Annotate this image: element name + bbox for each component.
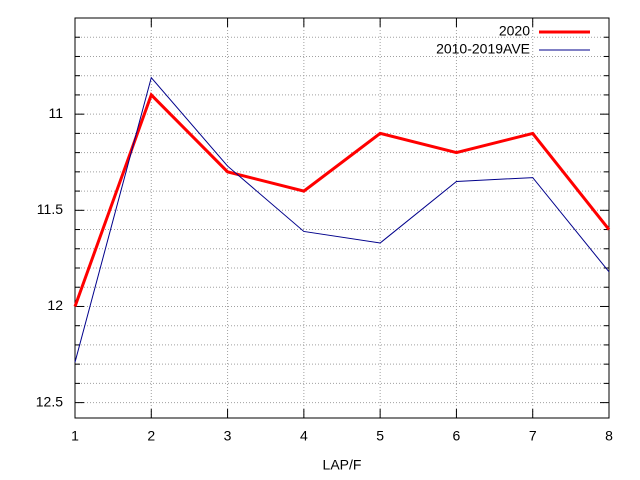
x-tick-label: 2 — [147, 428, 155, 444]
x-tick-label: 4 — [300, 428, 308, 444]
legend-label: 2020 — [499, 23, 530, 39]
y-tick-label: 11.5 — [37, 201, 63, 217]
x-tick-label: 1 — [71, 428, 79, 444]
x-tick-label: 7 — [529, 428, 537, 444]
x-tick-label: 5 — [376, 428, 384, 444]
series-line — [74, 76, 610, 363]
y-tick-label: 12 — [47, 297, 63, 313]
legend-label: 2010-2019AVE — [436, 41, 530, 57]
series-line — [73, 92, 611, 307]
x-axis-label: LAP/F — [323, 457, 362, 473]
y-tick-label: 12.5 — [36, 393, 63, 409]
y-tick-label: 11 — [48, 105, 63, 121]
x-tick-label: 3 — [224, 428, 232, 444]
x-tick-label: 8 — [605, 428, 613, 444]
plot-frame — [74, 17, 610, 419]
x-tick-label: 6 — [453, 428, 461, 444]
